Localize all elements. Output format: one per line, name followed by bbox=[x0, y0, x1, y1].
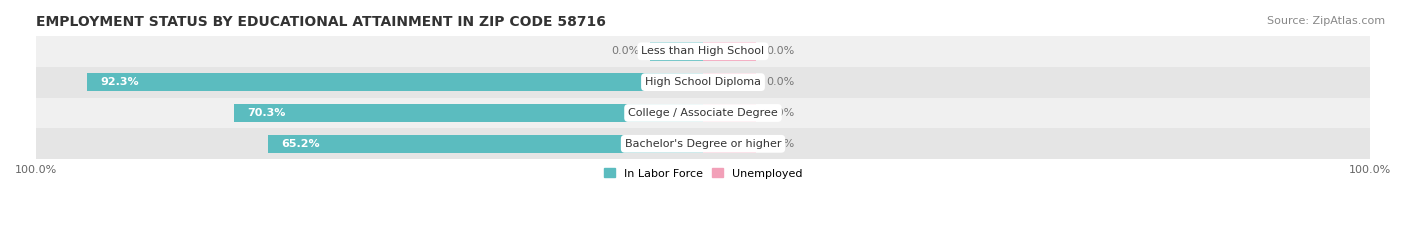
Text: 0.0%: 0.0% bbox=[766, 108, 794, 118]
Bar bbox=[703, 135, 756, 153]
Legend: In Labor Force, Unemployed: In Labor Force, Unemployed bbox=[599, 164, 807, 183]
Text: 0.0%: 0.0% bbox=[612, 46, 640, 56]
Text: Bachelor's Degree or higher: Bachelor's Degree or higher bbox=[624, 139, 782, 149]
Bar bbox=[37, 128, 1369, 159]
Bar bbox=[235, 104, 703, 122]
Bar bbox=[37, 36, 1369, 67]
Bar bbox=[650, 42, 703, 61]
Bar bbox=[703, 104, 756, 122]
Text: 92.3%: 92.3% bbox=[101, 77, 139, 87]
Text: 0.0%: 0.0% bbox=[766, 46, 794, 56]
Text: 70.3%: 70.3% bbox=[247, 108, 285, 118]
Text: 65.2%: 65.2% bbox=[281, 139, 321, 149]
Bar bbox=[269, 135, 703, 153]
Text: 0.0%: 0.0% bbox=[766, 77, 794, 87]
Bar bbox=[703, 42, 756, 61]
Text: 0.0%: 0.0% bbox=[766, 139, 794, 149]
Bar bbox=[37, 98, 1369, 128]
Bar bbox=[87, 73, 703, 91]
Text: EMPLOYMENT STATUS BY EDUCATIONAL ATTAINMENT IN ZIP CODE 58716: EMPLOYMENT STATUS BY EDUCATIONAL ATTAINM… bbox=[37, 15, 606, 29]
Bar bbox=[37, 67, 1369, 98]
Text: Source: ZipAtlas.com: Source: ZipAtlas.com bbox=[1267, 16, 1385, 26]
Text: Less than High School: Less than High School bbox=[641, 46, 765, 56]
Text: High School Diploma: High School Diploma bbox=[645, 77, 761, 87]
Text: College / Associate Degree: College / Associate Degree bbox=[628, 108, 778, 118]
Bar bbox=[703, 73, 756, 91]
